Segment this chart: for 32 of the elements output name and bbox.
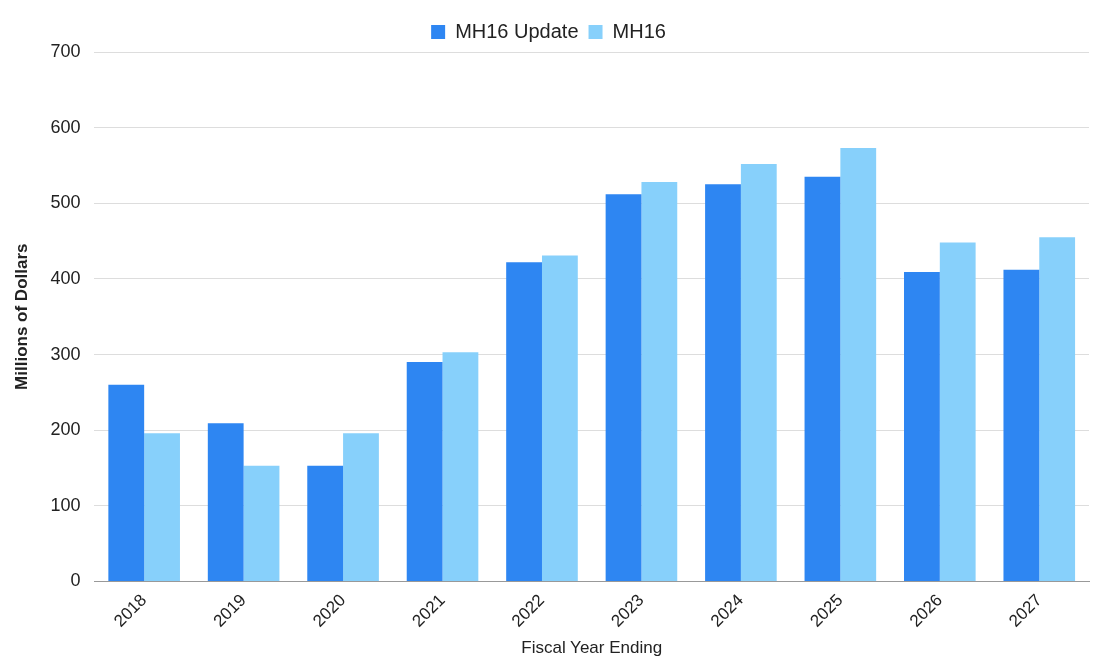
y-tick-label: 0 xyxy=(70,570,81,591)
bar xyxy=(840,148,877,581)
bar xyxy=(804,176,841,581)
bar xyxy=(605,194,642,581)
bar xyxy=(442,352,479,581)
legend-label: MH16 Update xyxy=(455,19,579,42)
bar xyxy=(1039,237,1076,581)
bar xyxy=(243,465,280,581)
bar xyxy=(144,433,180,581)
bar xyxy=(207,423,244,581)
y-axis-title: Millions of Dollars xyxy=(11,243,31,390)
bar xyxy=(541,255,578,581)
bar xyxy=(307,465,344,581)
y-tick-label: 300 xyxy=(50,343,81,364)
bar xyxy=(904,272,940,581)
y-tick-label: 200 xyxy=(50,419,81,440)
bar xyxy=(343,433,379,581)
x-axis-title: Fiscal Year Ending xyxy=(521,638,663,658)
y-tick-label: 400 xyxy=(50,267,81,288)
y-tick-label: 500 xyxy=(50,192,81,213)
bar xyxy=(108,384,145,581)
bar xyxy=(939,242,976,581)
bar xyxy=(641,182,678,581)
bar xyxy=(740,163,777,581)
y-tick-label: 600 xyxy=(50,116,81,137)
bar xyxy=(406,362,443,581)
y-tick-label: 700 xyxy=(50,40,81,61)
legend-label: MH16 xyxy=(612,19,666,42)
bar xyxy=(705,184,741,581)
y-tick-label: 100 xyxy=(50,494,81,515)
bar xyxy=(1003,269,1040,581)
bar xyxy=(506,262,542,581)
